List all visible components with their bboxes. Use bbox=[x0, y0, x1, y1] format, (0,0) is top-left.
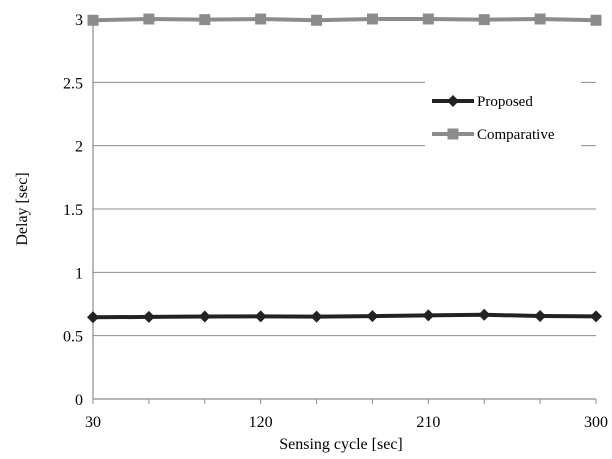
data-point bbox=[255, 13, 267, 25]
legend-entry: Proposed bbox=[432, 94, 533, 110]
data-point bbox=[590, 310, 602, 323]
y-tick-label: 3 bbox=[75, 12, 83, 29]
y-tick-label: 0.5 bbox=[63, 329, 83, 346]
data-point bbox=[310, 310, 323, 323]
data-point bbox=[590, 14, 602, 26]
data-point bbox=[311, 14, 323, 26]
series bbox=[87, 13, 602, 324]
y-axis-title: Delay [sec] bbox=[14, 172, 31, 245]
data-point bbox=[534, 13, 546, 25]
data-point bbox=[422, 13, 434, 25]
legend: Proposed Comparative bbox=[425, 80, 581, 160]
data-point bbox=[143, 13, 155, 25]
legend-marker bbox=[447, 128, 459, 140]
data-point bbox=[254, 310, 267, 323]
data-point bbox=[198, 310, 211, 323]
legend-entry: Comparative bbox=[432, 127, 555, 143]
data-point bbox=[366, 13, 378, 25]
data-point bbox=[199, 14, 211, 26]
x-tick-label: 300 bbox=[584, 414, 608, 431]
axes bbox=[92, 19, 597, 404]
legend-box bbox=[425, 80, 581, 160]
legend-label: Proposed bbox=[477, 94, 533, 110]
series-comparative bbox=[87, 13, 602, 26]
y-tick-label: 0 bbox=[75, 392, 83, 409]
series-line bbox=[92, 312, 597, 320]
x-tick-label: 120 bbox=[249, 414, 273, 431]
x-axis-title: Sensing cycle [sec] bbox=[279, 436, 403, 453]
legend-label: Comparative bbox=[477, 127, 555, 143]
x-tick-label: 30 bbox=[85, 414, 101, 431]
x-tick-labels: 30 120 210 300 bbox=[85, 414, 608, 431]
gridlines bbox=[93, 18, 596, 337]
y-tick-label: 2.5 bbox=[63, 75, 83, 92]
data-point bbox=[478, 14, 490, 26]
data-point bbox=[142, 310, 155, 323]
data-point bbox=[366, 310, 379, 323]
x-tick-label: 210 bbox=[416, 414, 440, 431]
y-tick-label: 2 bbox=[75, 139, 83, 156]
series-line bbox=[92, 17, 597, 23]
y-tick-label: 1 bbox=[75, 265, 83, 282]
data-point bbox=[87, 14, 99, 26]
data-point bbox=[534, 310, 547, 323]
data-point bbox=[422, 309, 435, 322]
y-tick-label: 1.5 bbox=[63, 202, 83, 219]
data-point bbox=[87, 311, 99, 324]
y-tick-labels: 0 0.5 1 1.5 2 2.5 3 bbox=[63, 12, 83, 409]
data-point bbox=[478, 308, 491, 321]
series-proposed bbox=[87, 308, 602, 324]
legend-marker bbox=[447, 95, 459, 107]
